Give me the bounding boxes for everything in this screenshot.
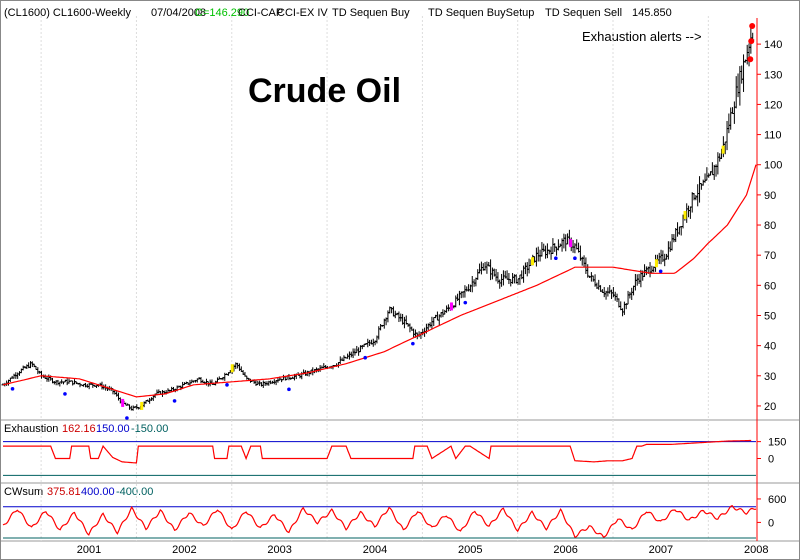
setup-markers xyxy=(10,23,756,420)
chart-annotation-title: Crude Oil xyxy=(248,72,402,110)
buy-signal-marker xyxy=(287,387,291,392)
study-td-sequen-sell[interactable]: TD Sequen Sell xyxy=(545,7,623,19)
exhaustion-alert-marker xyxy=(748,38,755,45)
cwsum-y-tick-label: 600 xyxy=(768,494,786,506)
moving-average-line xyxy=(2,164,757,398)
buy-signal-marker xyxy=(554,256,558,260)
exhaustion-y-tick-label: 150 xyxy=(768,437,786,449)
setup-highlight xyxy=(721,145,725,154)
cwsum-upper-value: 400.00 xyxy=(81,486,115,498)
study-cci-ex-iv[interactable]: CCI-EX IV xyxy=(277,7,328,19)
axes: 2001 2002 2003 2004 2005 2006 2007 2008 20 30 40 50… xyxy=(77,18,786,556)
exhaustion-panel-name: Exhaustion xyxy=(4,423,59,435)
y-tick-label: 110 xyxy=(764,130,782,142)
setup-highlight xyxy=(449,302,453,311)
exhaustion-alert-annotation: Exhaustion alerts --> xyxy=(582,29,702,44)
cwsum-panel-name: CWsum xyxy=(4,486,44,498)
setup-highlight xyxy=(531,257,535,266)
indicator-panels xyxy=(2,439,757,539)
cwsum-line xyxy=(2,505,757,538)
exhaustion-y-tick-label: 0 xyxy=(768,454,774,466)
setup-highlight xyxy=(140,401,144,410)
x-tick-label: 2001 xyxy=(77,544,101,556)
y-tick-label: 80 xyxy=(764,220,776,232)
buy-signal-marker xyxy=(125,416,129,420)
y-tick-label: 140 xyxy=(764,39,782,51)
study-cci-cap[interactable]: CCI-CAP xyxy=(238,7,284,19)
y-tick-label: 90 xyxy=(764,190,776,202)
buy-signal-marker xyxy=(463,300,468,305)
x-tick-label: 2002 xyxy=(172,544,196,556)
y-tick-label: 50 xyxy=(764,310,776,322)
buy-signal-marker xyxy=(63,392,67,396)
y-tick-label: 30 xyxy=(764,371,776,383)
x-tick-label: 2008 xyxy=(744,544,768,556)
y-tick-label: 40 xyxy=(764,341,776,353)
buy-signal-marker xyxy=(658,269,663,274)
exhaustion-upper-value: 150.00 xyxy=(96,423,130,435)
setup-highlight xyxy=(569,239,573,248)
exhaustion-alert-marker xyxy=(747,56,754,63)
exhaustion-lower-value: -150.00 xyxy=(131,423,169,435)
exhaustion-alert-marker xyxy=(749,23,756,30)
buy-signal-marker xyxy=(363,355,368,360)
close-value: C=146.290 xyxy=(195,7,250,19)
symbol-label: (CL1600) CL1600-Weekly xyxy=(4,7,131,19)
x-tick-label: 2003 xyxy=(267,544,291,556)
study-td-sequen-buysetup[interactable]: TD Sequen BuySetup xyxy=(428,7,535,19)
y-tick-label: 70 xyxy=(764,250,776,262)
x-tick-label: 2004 xyxy=(363,544,387,556)
exhaustion-value: 162.16 xyxy=(62,423,96,435)
x-tick-label: 2006 xyxy=(553,544,577,556)
buy-signal-marker xyxy=(573,256,577,260)
buy-signal-marker xyxy=(10,387,15,391)
y-tick-label: 100 xyxy=(764,160,782,172)
last-value: 145.850 xyxy=(632,7,672,19)
date-label: 07/04/2008 xyxy=(151,7,207,19)
y-tick-label: 20 xyxy=(764,401,776,413)
x-tick-label: 2005 xyxy=(458,544,482,556)
setup-highlight xyxy=(654,259,658,268)
setup-highlight xyxy=(683,210,687,219)
buy-signal-marker xyxy=(225,383,229,387)
cwsum-y-tick-label: 0 xyxy=(768,517,774,529)
cwsum-value: 375.81 xyxy=(47,486,81,498)
x-gridlines xyxy=(40,16,709,541)
buy-signal-marker xyxy=(172,399,177,403)
y-tick-label: 60 xyxy=(764,280,776,292)
setup-highlight xyxy=(230,364,234,373)
y-tick-label: 130 xyxy=(764,69,782,81)
study-td-sequen-buy[interactable]: TD Sequen Buy xyxy=(332,7,410,19)
cwsum-lower-value: -400.00 xyxy=(116,486,154,498)
buy-signal-marker xyxy=(411,341,415,346)
setup-highlight xyxy=(121,398,125,407)
exhaustion-line xyxy=(3,439,752,464)
y-tick-label: 120 xyxy=(764,99,782,111)
moving-average xyxy=(2,164,757,398)
x-tick-label: 2007 xyxy=(649,544,673,556)
